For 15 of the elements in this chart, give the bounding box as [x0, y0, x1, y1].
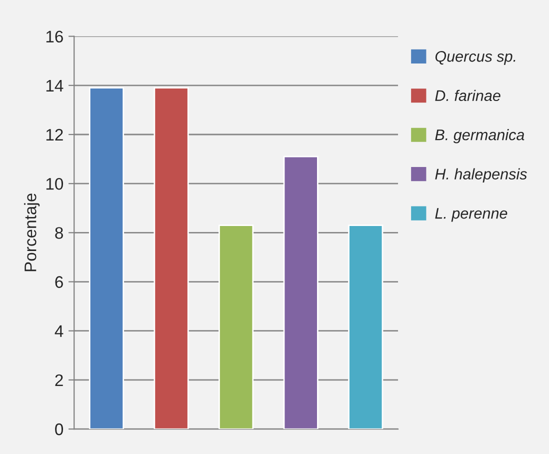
y-tick-label: 14 — [46, 80, 64, 92]
y-tick-label: 4 — [54, 325, 64, 337]
y-tick-label: 8 — [55, 227, 63, 239]
y-tick-label: 2 — [55, 374, 63, 386]
legend-label: B. germanica — [435, 129, 524, 144]
y-tick-label: 10 — [46, 178, 64, 190]
y-tick-label: 0 — [55, 423, 64, 436]
y-tick-label: 16 — [46, 30, 63, 43]
legend-label: D. farinae — [435, 90, 500, 102]
y-axis-title: Porcentaje — [24, 194, 40, 272]
legend-label: H. halepensis — [435, 168, 527, 183]
legend-label: L. perenne — [435, 208, 508, 222]
y-tick-label: 12 — [46, 128, 63, 141]
legend-label: Quercus sp. — [435, 51, 516, 65]
y-tick-label: 6 — [55, 276, 63, 288]
